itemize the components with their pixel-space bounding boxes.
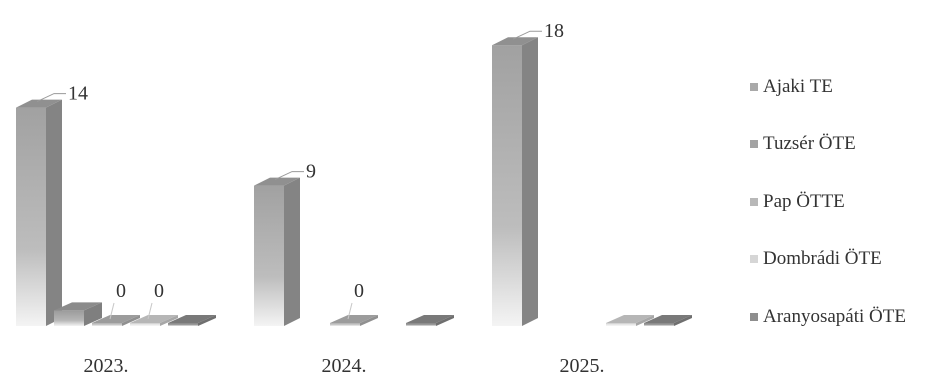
bar-top-0-0 bbox=[16, 99, 62, 108]
leader-line bbox=[512, 30, 542, 40]
legend: Ajaki TE Tuzsér ÖTE Pap ÖTTE Dombrádi ÖTE Ar… bbox=[750, 58, 906, 346]
legend-label: Dombrádi ÖTE bbox=[763, 248, 882, 270]
leader-line bbox=[347, 302, 353, 320]
bar-2023-1 bbox=[54, 310, 84, 326]
legend-swatch bbox=[750, 312, 758, 321]
legend-label: Aranyosapáti ÖTE bbox=[763, 305, 906, 327]
data-label: 18 bbox=[544, 20, 564, 42]
bar-2023-2 bbox=[92, 323, 122, 326]
bar-side-0-0 bbox=[46, 99, 62, 326]
bar-2024-0 bbox=[254, 185, 284, 326]
leader-line bbox=[274, 171, 304, 181]
category-label: 2023. bbox=[84, 355, 129, 374]
legend-item: Aranyosapáti ÖTE bbox=[750, 288, 906, 346]
bar-2025-0 bbox=[492, 45, 522, 326]
legend-item: Ajaki TE bbox=[750, 58, 906, 116]
bar-top-2-0 bbox=[492, 37, 538, 46]
legend-label: Pap ÖTTE bbox=[763, 190, 845, 212]
legend-swatch bbox=[750, 82, 758, 91]
data-label: 0 bbox=[116, 280, 126, 302]
bar-side-0-4 bbox=[198, 315, 216, 326]
bar-side-0-1 bbox=[84, 302, 102, 326]
bar-side-1-2 bbox=[360, 315, 378, 326]
bar-side-1-4 bbox=[436, 315, 454, 326]
data-label: 0 bbox=[154, 280, 164, 302]
legend-swatch bbox=[750, 140, 758, 149]
bar-side-2-3 bbox=[636, 315, 654, 326]
bar-side-0-2 bbox=[122, 315, 140, 326]
legend-item: Tuzsér ÖTE bbox=[750, 116, 906, 174]
leader-line bbox=[147, 302, 153, 320]
bar-side-2-0 bbox=[522, 37, 538, 326]
category-label: 2025. bbox=[560, 355, 605, 374]
bar-2025-3 bbox=[606, 323, 636, 326]
bar-top-1-4 bbox=[406, 315, 454, 323]
data-label: 0 bbox=[354, 280, 364, 302]
bar-2025-4 bbox=[644, 323, 674, 326]
bar-top-0-1 bbox=[54, 302, 102, 311]
bar-2024-4 bbox=[406, 323, 436, 326]
legend-label: Ajaki TE bbox=[763, 75, 833, 97]
leader-line bbox=[109, 302, 115, 320]
bar-top-0-2 bbox=[92, 315, 140, 323]
legend-item: Pap ÖTTE bbox=[750, 173, 906, 231]
bar-side-2-4 bbox=[674, 315, 692, 326]
leader-line bbox=[36, 93, 66, 103]
bar-2023-0 bbox=[16, 107, 46, 326]
data-label: 14 bbox=[68, 83, 88, 105]
data-label: 9 bbox=[306, 161, 316, 183]
bar-top-1-2 bbox=[330, 315, 378, 323]
bar-top-2-4 bbox=[644, 315, 692, 323]
bar-2024-2 bbox=[330, 323, 360, 326]
bar-top-2-3 bbox=[606, 315, 654, 323]
legend-label: Tuzsér ÖTE bbox=[763, 133, 856, 155]
bar-side-1-0 bbox=[284, 177, 300, 326]
bar-2023-4 bbox=[168, 323, 198, 326]
bar-top-0-3 bbox=[130, 315, 178, 323]
bar-side-0-3 bbox=[160, 315, 178, 326]
bar-top-0-4 bbox=[168, 315, 216, 323]
legend-swatch bbox=[750, 197, 758, 206]
legend-item: Dombrádi ÖTE bbox=[750, 231, 906, 289]
bar-top-1-0 bbox=[254, 177, 300, 186]
legend-swatch bbox=[750, 255, 758, 264]
category-label: 2024. bbox=[322, 355, 367, 374]
bar-2023-3 bbox=[130, 323, 160, 326]
